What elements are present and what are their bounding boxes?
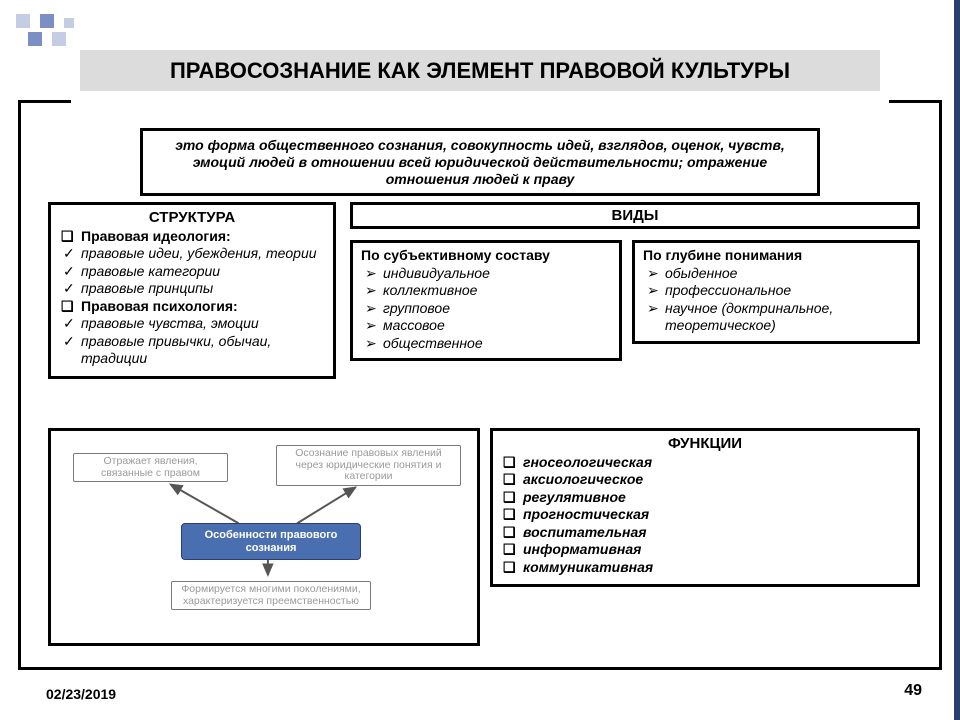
slide-title: ПРАВОСОЗНАНИЕ КАК ЭЛЕМЕНТ ПРАВОВОЙ КУЛЬТ… <box>80 50 880 91</box>
structure-group2-title: Правовая психология: <box>61 298 323 316</box>
depth-item: обыденное <box>643 265 909 283</box>
feature-node-3: Формируется многими поколениями, характе… <box>171 581 371 610</box>
depth-box: По глубине понимания обыденное профессио… <box>632 240 920 344</box>
structure-g2-item: правовые чувства, эмоции <box>61 315 323 333</box>
subjective-box: По субъективному составу индивидуальное … <box>350 240 622 361</box>
functions-item: прогностическая <box>501 506 909 524</box>
feature-node-2: Осознание правовых явлений через юридиче… <box>276 445 461 486</box>
structure-g1-item: правовые принципы <box>61 280 323 298</box>
definition-text: это форма общественного сознания, совоку… <box>175 137 785 187</box>
depth-item: профессиональное <box>643 282 909 300</box>
definition-box: это форма общественного сознания, совоку… <box>140 128 820 196</box>
title-text: ПРАВОСОЗНАНИЕ КАК ЭЛЕМЕНТ ПРАВОВОЙ КУЛЬТ… <box>92 58 868 83</box>
functions-header: ФУНКЦИИ <box>501 435 909 454</box>
structure-g2-item: правовые привычки, обычаи, традиции <box>61 333 323 368</box>
structure-header: СТРУКТУРА <box>61 209 323 228</box>
footer-page: 49 <box>904 682 922 700</box>
functions-item: регулятивное <box>501 489 909 507</box>
functions-item: коммуникативная <box>501 559 909 577</box>
feature-center: Особенности правового сознания <box>181 523 361 560</box>
functions-box: ФУНКЦИИ гносеологическая аксиологическое… <box>490 428 920 587</box>
subjective-item: массовое <box>361 317 611 335</box>
subjective-item: общественное <box>361 335 611 353</box>
functions-item: гносеологическая <box>501 454 909 472</box>
depth-item: научное (доктринальное, теоретическое) <box>643 300 909 335</box>
subjective-item: коллективное <box>361 282 611 300</box>
subjective-header: По субъективному составу <box>361 247 611 265</box>
depth-header: По глубине понимания <box>643 247 909 265</box>
structure-box: СТРУКТУРА Правовая идеология: правовые и… <box>48 202 336 379</box>
corner-decoration <box>10 14 90 54</box>
feature-node-1: Отражает явления, связанные с правом <box>73 453 228 482</box>
features-box: Отражает явления, связанные с правом Осо… <box>48 428 480 646</box>
functions-item: информативная <box>501 541 909 559</box>
types-header: ВИДЫ <box>350 202 920 229</box>
subjective-item: групповое <box>361 300 611 318</box>
functions-item: аксиологическое <box>501 471 909 489</box>
functions-item: воспитательная <box>501 524 909 542</box>
structure-g1-item: правовые идеи, убеждения, теории <box>61 245 323 263</box>
structure-g1-item: правовые категории <box>61 263 323 281</box>
subjective-item: индивидуальное <box>361 265 611 283</box>
footer-date: 02/23/2019 <box>46 686 116 702</box>
right-edge-strip <box>954 0 960 720</box>
structure-group1-title: Правовая идеология: <box>61 228 323 246</box>
